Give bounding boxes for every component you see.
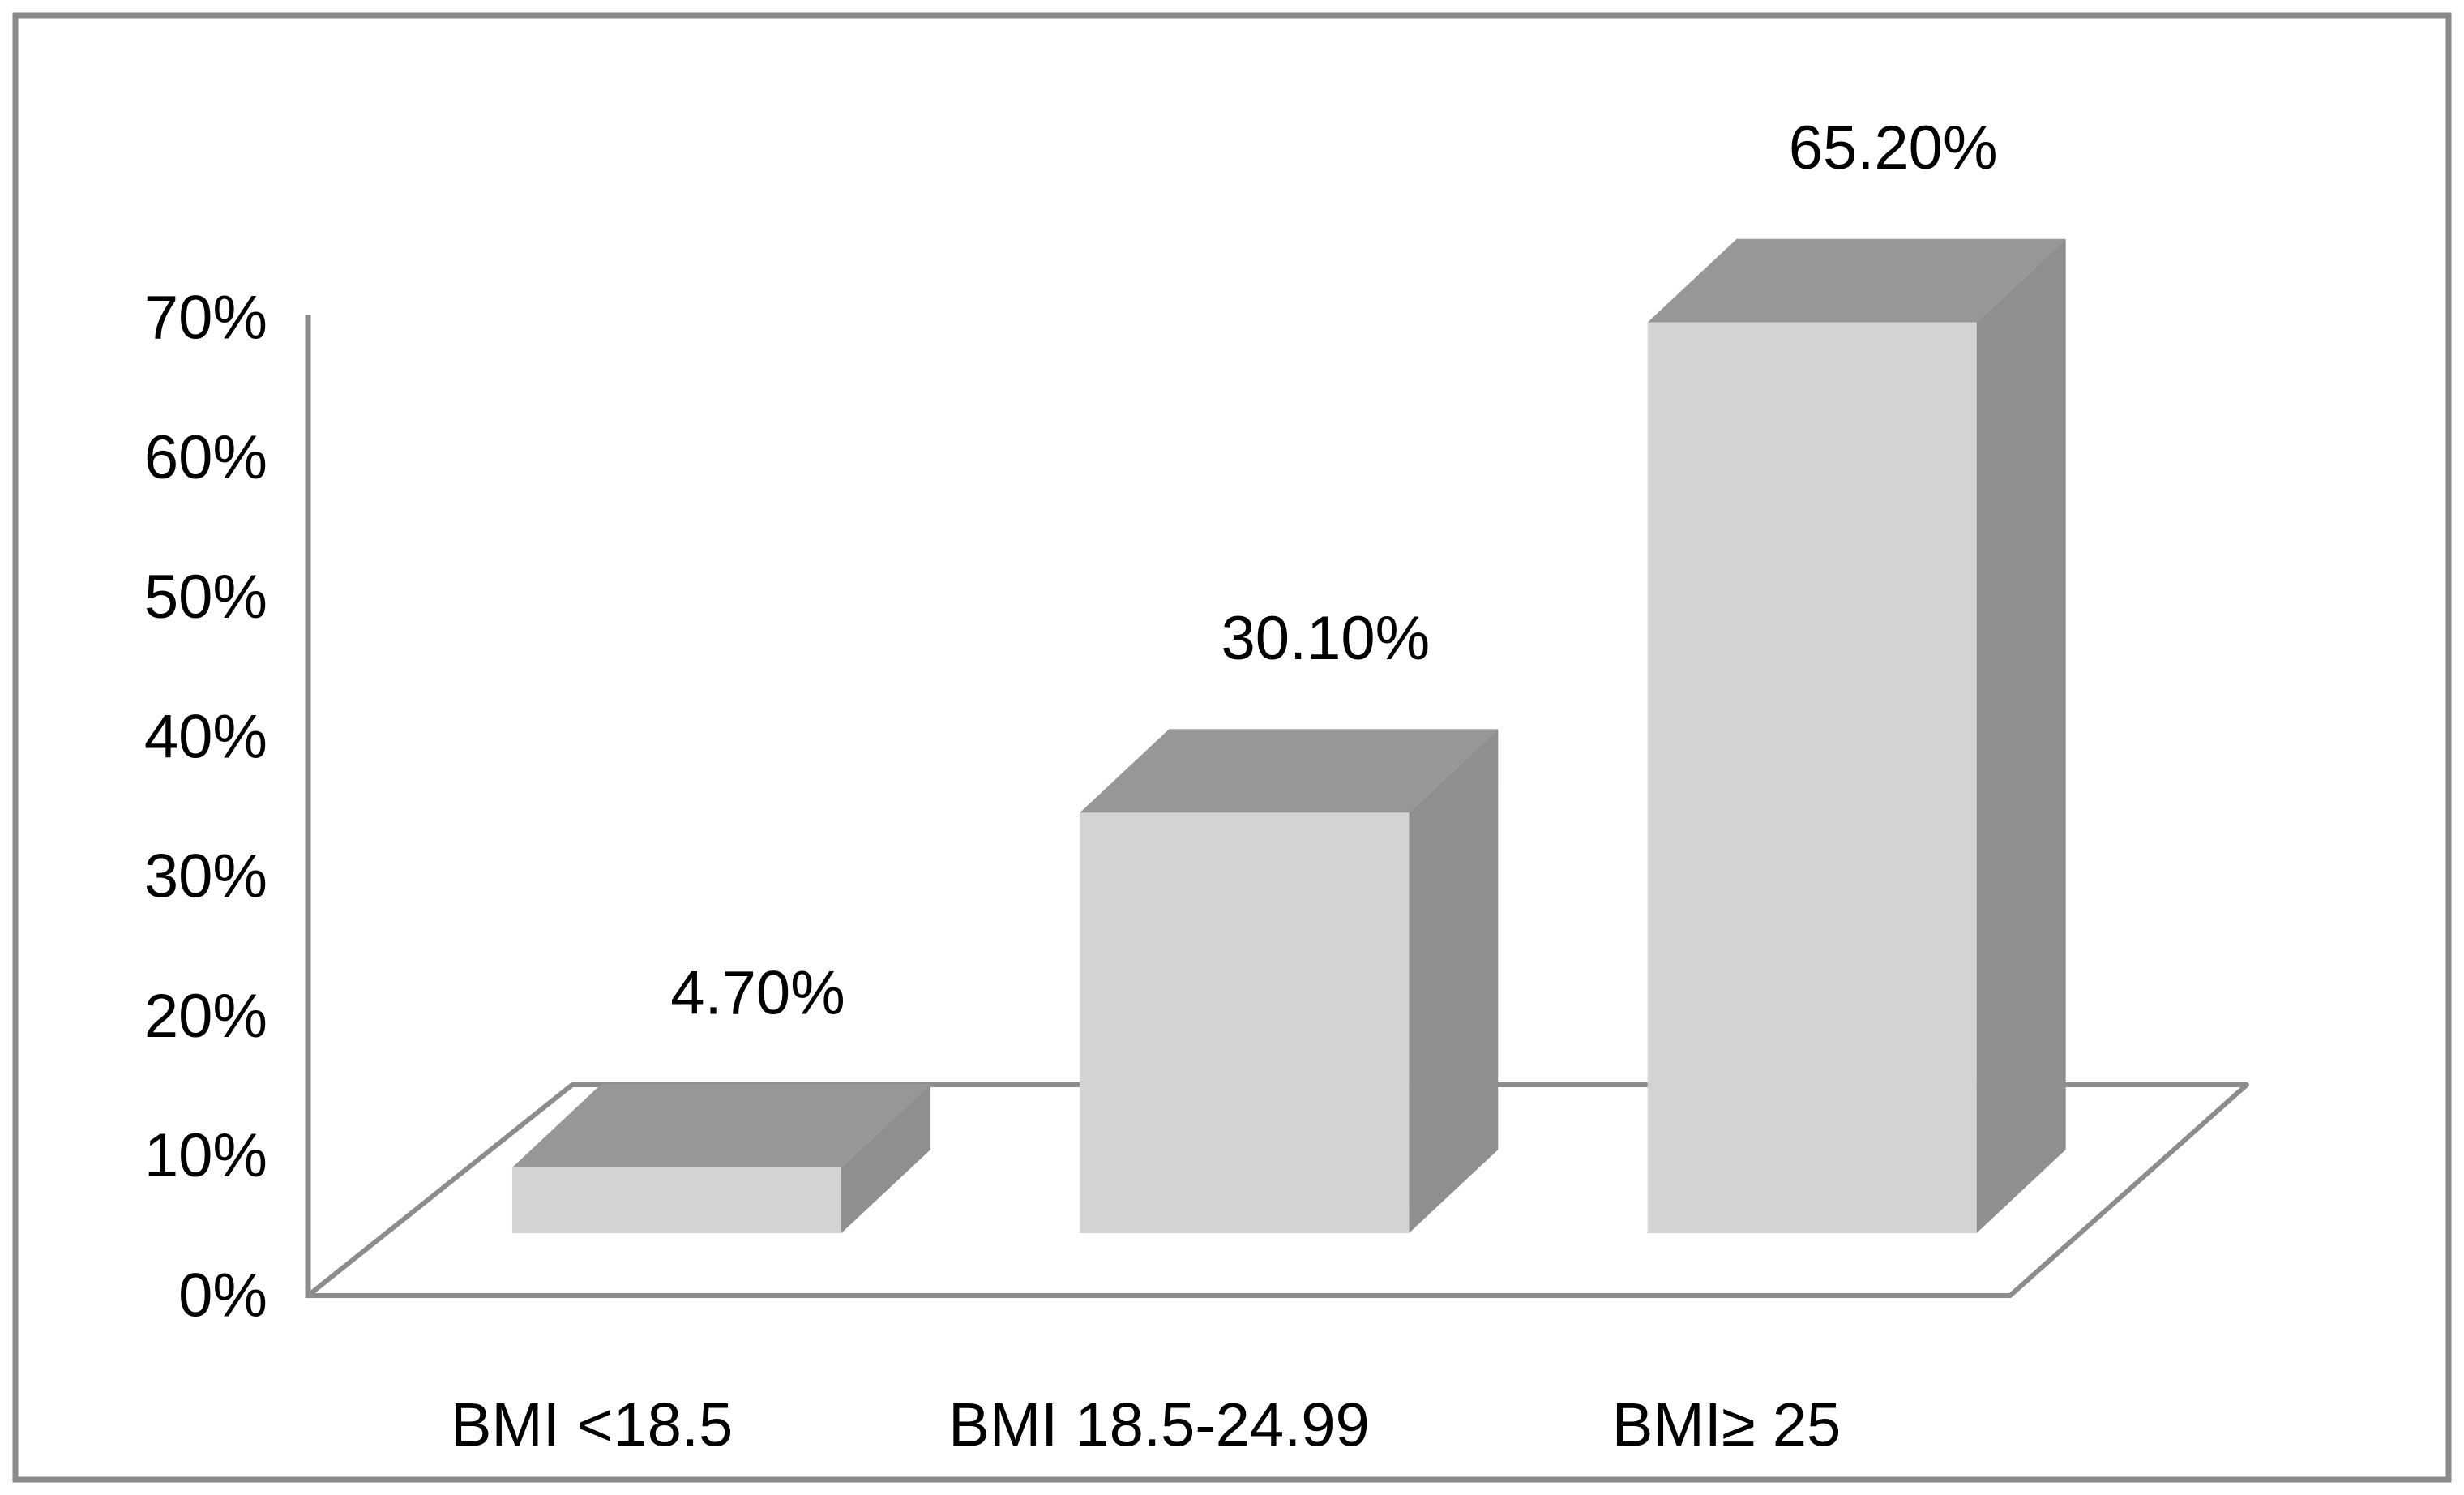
y-tick-label: 0% <box>178 1262 267 1330</box>
data-labels: 4.70% 30.10% 65.20% <box>670 114 1997 1027</box>
bar-side-face <box>1409 729 1499 1233</box>
y-axis-tick-labels: 0% 10% 20% 30% 40% 50% 60% 70% <box>144 284 267 1330</box>
figure-border <box>12 12 2452 1483</box>
bar-2 <box>1080 729 1499 1233</box>
bar-front-face <box>1647 322 1977 1233</box>
bar-value-label: 4.70% <box>670 959 845 1028</box>
bar-top-face <box>512 1084 930 1168</box>
bar-top-face <box>1647 238 2066 323</box>
bar-3 <box>1647 238 2066 1233</box>
bar-side-face <box>841 1084 930 1233</box>
y-tick-label: 30% <box>144 842 267 911</box>
bar-value-label: 65.20% <box>1789 114 1998 182</box>
category-labels: BMI <18.5 BMI 18.5-24.99 BMI≥ 25 <box>451 1391 1842 1460</box>
y-tick-label: 10% <box>144 1121 267 1190</box>
category-label: BMI 18.5-24.99 <box>948 1391 1370 1460</box>
y-tick-label: 50% <box>144 563 267 632</box>
bars <box>512 238 2066 1233</box>
y-tick-label: 60% <box>144 423 267 492</box>
bar-side-face <box>1976 238 2066 1233</box>
category-label: BMI <18.5 <box>451 1391 734 1460</box>
bar-front-face <box>512 1167 841 1233</box>
bar-top-face <box>1080 729 1499 813</box>
y-tick-label: 40% <box>144 702 267 771</box>
bar-1 <box>512 1084 930 1233</box>
y-tick-label: 20% <box>144 982 267 1051</box>
category-label: BMI≥ 25 <box>1612 1391 1841 1460</box>
bar-front-face <box>1080 812 1410 1233</box>
bar-value-label: 30.10% <box>1221 604 1430 673</box>
y-tick-label: 70% <box>144 284 267 353</box>
figure-border-rect <box>12 12 2452 1483</box>
